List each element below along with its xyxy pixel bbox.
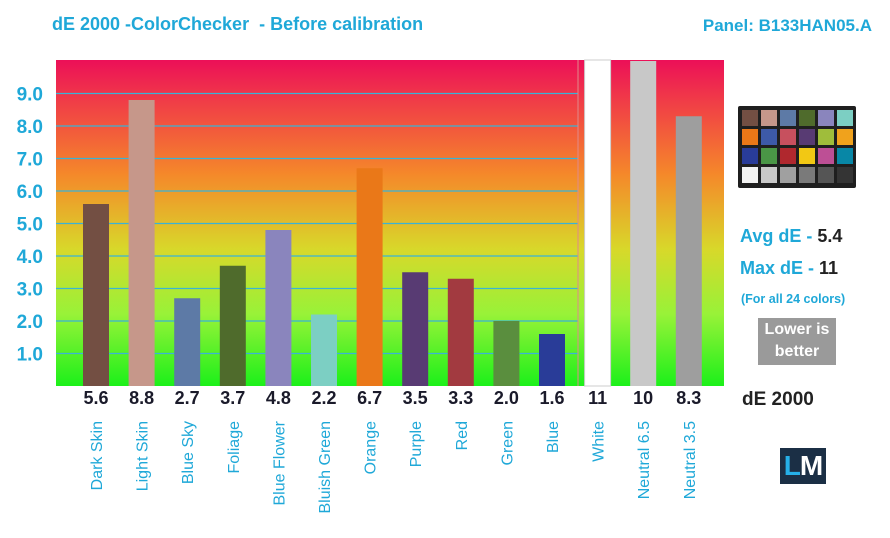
avg-de-label: Avg dE - — [740, 226, 818, 246]
metric-label: dE 2000 — [742, 389, 814, 410]
category-label: Bluish Green — [317, 421, 334, 514]
category-label: Light Skin — [135, 421, 152, 491]
value-label: 8.8 — [129, 388, 154, 408]
checker-patch — [818, 148, 834, 164]
checker-patch — [780, 167, 796, 183]
value-label: 2.7 — [175, 388, 200, 408]
value-label: 6.7 — [357, 388, 382, 408]
bar-neutral-3-5 — [675, 116, 702, 386]
checker-patch — [742, 110, 758, 126]
value-label: 2.2 — [311, 388, 336, 408]
bar-orange — [356, 168, 383, 386]
panel-label: Panel: B133HAN05.A — [702, 16, 872, 35]
y-tick-label: 5.0 — [17, 215, 43, 236]
y-tick-label: 2.0 — [17, 312, 43, 333]
lm-logo: LM — [780, 448, 826, 484]
y-tick-label: 1.0 — [17, 345, 43, 366]
y-tick-label: 7.0 — [17, 150, 43, 171]
bar-bluish-green — [311, 314, 337, 386]
bar-foliage — [219, 265, 246, 386]
value-label: 2.0 — [494, 388, 519, 408]
category-label: Neutral 3.5 — [682, 421, 699, 499]
category-label: Blue Sky — [180, 421, 197, 484]
max-de-value: 11 — [819, 258, 839, 278]
lower-line-1: Lower is — [764, 321, 830, 338]
checker-patch — [818, 129, 834, 145]
checker-patch — [761, 110, 777, 126]
value-label: 3.3 — [448, 388, 473, 408]
bar-dark-skin — [83, 204, 109, 386]
checker-patch — [761, 167, 777, 183]
avg-de: Avg dE - 5.4 — [740, 226, 842, 247]
checker-patch — [837, 110, 853, 126]
bar-neutral-6-5 — [630, 61, 657, 386]
bar-purple — [402, 272, 429, 386]
value-label: 3.5 — [403, 388, 428, 408]
checker-patch — [799, 167, 815, 183]
value-label: 1.6 — [539, 388, 564, 408]
checker-patch — [742, 148, 758, 164]
checker-patch — [818, 167, 834, 183]
colors-note: (For all 24 colors) — [741, 292, 846, 306]
value-label: 3.7 — [220, 388, 245, 408]
category-label: Neutral 6.5 — [636, 421, 653, 499]
lower-line-2: better — [774, 343, 820, 360]
avg-de-value: 5.4 — [817, 226, 843, 246]
value-label: 11 — [588, 388, 607, 408]
checker-patch — [837, 167, 853, 183]
category-label: Green — [499, 421, 516, 465]
category-label: Blue — [545, 421, 562, 453]
value-label: 5.6 — [83, 388, 108, 408]
y-tick-label: 3.0 — [17, 280, 43, 301]
bar-green — [493, 321, 520, 386]
value-label: 10 — [633, 388, 653, 408]
y-tick-label: 4.0 — [17, 247, 43, 268]
bar-white — [584, 59, 612, 387]
category-label: White — [591, 421, 608, 462]
category-label: Blue Flower — [271, 420, 288, 505]
bar-blue — [539, 334, 565, 386]
checker-patch — [837, 148, 853, 164]
lower-is-better-badge: Lower is better — [758, 318, 836, 365]
checker-patch — [742, 129, 758, 145]
bar-light-skin — [128, 100, 155, 386]
y-tick-label: 8.0 — [17, 117, 43, 138]
checker-patch — [799, 110, 815, 126]
checker-patch — [780, 148, 796, 164]
checker-patch — [761, 129, 777, 145]
header-bar: dE 2000 -ColorChecker - Before calibrati… — [0, 0, 890, 48]
checker-patch — [837, 129, 853, 145]
category-label: Orange — [363, 421, 380, 474]
value-label: 4.8 — [266, 388, 291, 408]
max-de: Max dE - 11 — [740, 258, 838, 279]
chart-title: dE 2000 -ColorChecker - Before calibrati… — [52, 14, 424, 34]
checker-patch — [742, 167, 758, 183]
value-label: 8.3 — [676, 388, 701, 408]
y-tick-label: 6.0 — [17, 182, 43, 203]
bar-red — [447, 278, 474, 386]
y-tick-label: 9.0 — [17, 85, 43, 106]
colorchecker-image — [738, 106, 856, 188]
category-label: Foliage — [226, 421, 243, 474]
checker-patch — [780, 129, 796, 145]
category-label: Red — [454, 421, 471, 450]
category-label: Purple — [408, 421, 425, 467]
checker-patch — [799, 129, 815, 145]
bar-blue-sky — [174, 298, 201, 386]
checker-patch — [780, 110, 796, 126]
checker-patch — [761, 148, 777, 164]
bar-blue-flower — [265, 230, 292, 386]
max-de-label: Max dE - — [740, 258, 820, 278]
checker-patch — [818, 110, 834, 126]
checker-patch — [799, 148, 815, 164]
category-label: Dark Skin — [89, 421, 106, 490]
